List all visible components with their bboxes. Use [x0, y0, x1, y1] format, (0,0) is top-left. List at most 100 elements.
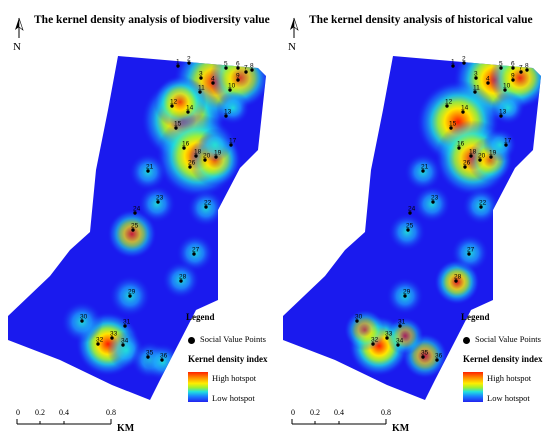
point-24 [133, 211, 137, 215]
scale-tick-0: 0 [291, 408, 295, 417]
point-35 [421, 355, 425, 359]
point-label-4: 4 [486, 76, 490, 83]
point-label-18: 18 [194, 149, 202, 156]
point-8 [525, 68, 529, 72]
point-23 [156, 200, 160, 204]
point-label-32: 32 [96, 337, 104, 344]
legend-color-ramp [188, 372, 208, 402]
legend-points-label: Social Value Points [200, 334, 266, 344]
point-4 [211, 81, 215, 85]
point-1 [451, 64, 455, 68]
point-17 [229, 143, 233, 147]
point-label-36: 36 [160, 353, 168, 360]
point-label-6: 6 [236, 61, 240, 68]
point-label-29: 29 [403, 289, 411, 296]
hotspot-7 [107, 209, 157, 259]
point-6 [236, 66, 240, 70]
legend-points-label: Social Value Points [475, 334, 541, 344]
point-label-16: 16 [182, 141, 190, 148]
point-15 [174, 126, 178, 130]
point-8 [250, 68, 254, 72]
point-label-11: 11 [473, 85, 480, 92]
point-label-23: 23 [156, 195, 164, 202]
point-28 [454, 279, 458, 283]
point-label-29: 29 [128, 289, 136, 296]
point-4 [486, 81, 490, 85]
point-label-15: 15 [174, 121, 182, 128]
point-10 [228, 88, 232, 92]
point-label-12: 12 [445, 99, 453, 106]
point-5 [499, 66, 503, 70]
point-27 [467, 252, 471, 256]
point-18 [469, 154, 473, 158]
point-label-1: 1 [176, 59, 180, 66]
point-label-20: 20 [478, 153, 486, 160]
point-9 [511, 78, 515, 82]
scale-tick-3: 0.8 [106, 408, 116, 417]
hotspot-20 [198, 128, 232, 162]
point-label-25: 25 [131, 223, 139, 230]
point-label-18: 18 [469, 149, 477, 156]
point-label-31: 31 [123, 319, 131, 326]
point-label-30: 30 [80, 314, 88, 321]
point-label-22: 22 [204, 200, 212, 207]
point-label-19: 19 [489, 150, 497, 157]
scale-tick-3: 0.8 [381, 408, 391, 417]
point-label-15: 15 [449, 121, 457, 128]
point-label-28: 28 [454, 274, 462, 281]
point-11 [198, 90, 202, 94]
point-29 [403, 294, 407, 298]
point-label-17: 17 [229, 138, 237, 145]
point-label-33: 33 [385, 331, 393, 338]
legend-point-symbol [188, 337, 195, 344]
point-24 [408, 211, 412, 215]
point-label-25: 25 [406, 223, 414, 230]
point-label-30: 30 [355, 314, 363, 321]
point-label-36: 36 [435, 353, 443, 360]
scale-bar [291, 419, 387, 425]
point-21 [146, 169, 150, 173]
point-label-19: 19 [214, 150, 222, 157]
scale-tick-2: 0.4 [334, 408, 344, 417]
point-17 [504, 143, 508, 147]
point-14 [186, 110, 190, 114]
north-label: N [288, 41, 296, 53]
point-label-27: 27 [192, 247, 200, 254]
point-label-26: 26 [463, 160, 471, 167]
map-panel-biodiversity: 1 2 3 4 5 6 7 8 9 10 11 12 13 14 15 16 17 18 19 20 21 22 23 24 2… [8, 14, 270, 434]
legend-title: Legend [461, 312, 490, 322]
hotspot-17 [491, 91, 525, 125]
legend-color-ramp [463, 372, 483, 402]
point-25 [406, 228, 410, 232]
point-31 [398, 324, 402, 328]
point-1 [176, 64, 180, 68]
point-label-14: 14 [461, 105, 469, 112]
north-arrow-icon: N [288, 17, 299, 53]
legend-low-label: Low hotspot [487, 393, 530, 403]
point-36 [160, 358, 164, 362]
point-label-24: 24 [408, 206, 416, 213]
point-label-26: 26 [188, 160, 196, 167]
point-label-13: 13 [224, 109, 232, 116]
point-28 [179, 279, 183, 283]
point-label-17: 17 [504, 138, 512, 145]
point-label-10: 10 [228, 83, 236, 90]
point-16 [182, 146, 186, 150]
point-label-22: 22 [479, 200, 487, 207]
point-12 [445, 104, 449, 108]
point-13 [224, 114, 228, 118]
point-12 [170, 104, 174, 108]
map-title: The kernel density analysis of biodivers… [34, 14, 270, 26]
point-19 [489, 155, 493, 159]
point-7 [519, 70, 523, 74]
north-arrow-icon: N [13, 17, 24, 53]
legend-kde-title: Kernel density index [463, 354, 543, 364]
point-22 [479, 205, 483, 209]
point-14 [461, 110, 465, 114]
point-35 [146, 355, 150, 359]
point-34 [396, 343, 400, 347]
north-label: N [13, 41, 21, 53]
scale-bar [16, 419, 112, 425]
